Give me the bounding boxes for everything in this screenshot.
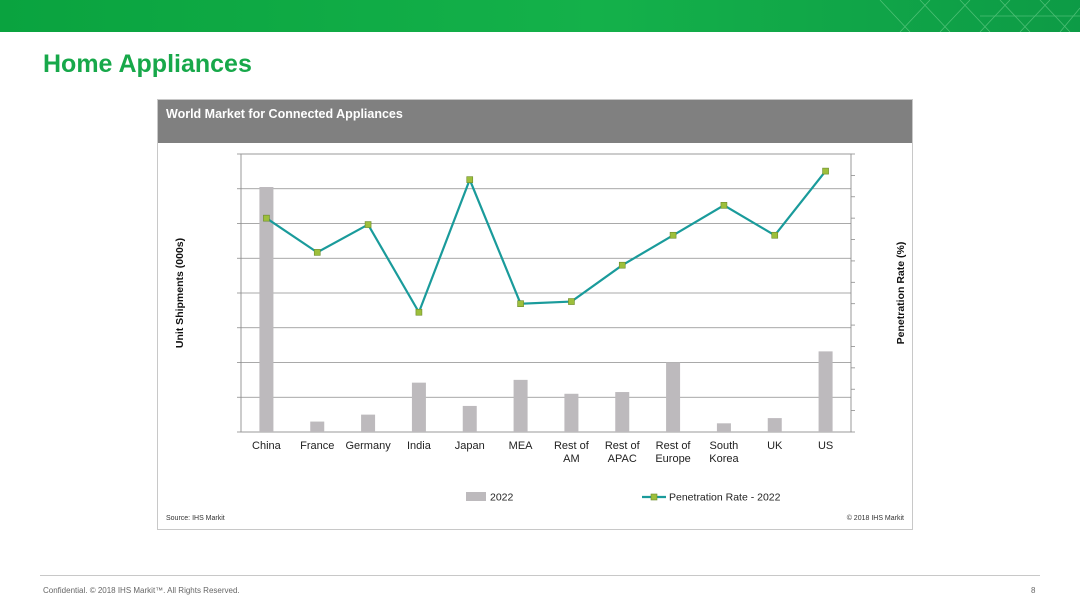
chart-panel: World Market for Connected Appliances Ch… [157, 99, 913, 530]
line-marker-south-korea [720, 202, 728, 209]
line-marker-germany [364, 221, 372, 228]
x-tick-label-line: Rest of [554, 440, 590, 452]
x-tick-label-line: Rest of [605, 440, 641, 452]
x-tick-label-line: Japan [455, 440, 485, 452]
chart-plot: China France Germany India Japan MEA Rest of AM… [174, 153, 907, 504]
x-tick-label: Rest of APAC [605, 440, 641, 465]
x-tick-label-line: AM [563, 453, 580, 465]
x-tick-label-line: US [818, 440, 833, 452]
x-tick-label-line: Germany [345, 440, 391, 452]
copyright-note: © 2018 IHS Markit [846, 515, 904, 522]
x-tick-label-line: Rest of [656, 440, 692, 452]
line-marker-india [415, 308, 423, 316]
decorative-hex-pattern [879, 0, 1080, 32]
bar-south-korea [716, 423, 731, 432]
x-tick-label: France [300, 440, 334, 452]
line-marker-rest-of-europe [669, 231, 677, 239]
x-tick-label-line: Korea [709, 453, 739, 465]
x-tick-label: South Korea [709, 440, 739, 465]
legend-label-line: Penetration Rate - 2022 [669, 492, 781, 504]
page-title: Home Appliances [43, 50, 252, 78]
line-marker-rest-of-apac [618, 261, 626, 269]
source-note: Source: IHS Markit [166, 515, 225, 522]
top-brand-band [0, 0, 1080, 32]
x-tick-label-line: UK [767, 440, 783, 452]
bar-rest-of-europe [666, 362, 681, 432]
line-marker-china [263, 214, 270, 222]
bar-japan [462, 405, 477, 432]
bar-us [818, 351, 833, 432]
legend-swatch-marker [650, 493, 658, 501]
penetration-rate-line [265, 170, 827, 315]
x-tick-label: US [818, 440, 833, 452]
x-tick-label-line: China [252, 440, 282, 452]
line-marker-france [313, 249, 321, 256]
x-tick-label: Rest of AM [554, 440, 590, 465]
footer-divider [40, 575, 1040, 576]
page-number: 8 [1031, 586, 1036, 595]
x-tick-label-line: Europe [655, 453, 690, 465]
chart-title: World Market for Connected Appliances [166, 107, 403, 121]
bar-rest-of-am [564, 393, 579, 432]
line-marker-rest-of-am [568, 298, 575, 305]
line-marker-mea [517, 300, 524, 307]
x-tick-label: Japan [455, 440, 485, 452]
legend-label-bars: 2022 [490, 492, 514, 504]
y-axis-title: Unit Shipments (000s) [174, 238, 186, 348]
x-tick-label-line: MEA [509, 440, 534, 452]
y2-axis-title: Penetration Rate (%) [895, 242, 907, 345]
x-tick-label-line: South [710, 440, 739, 452]
line-marker-japan [466, 176, 474, 183]
bar-mea [513, 379, 528, 432]
bar-germany [361, 414, 376, 432]
bar-rest-of-apac [615, 392, 630, 432]
bar-china [259, 187, 274, 432]
legend-swatch-bars [466, 492, 486, 501]
line-marker-uk [771, 231, 779, 239]
x-tick-label-line: France [300, 440, 334, 452]
bar-uk [767, 418, 782, 432]
line-marker-us [822, 167, 829, 175]
x-tick-label: MEA [509, 440, 534, 452]
x-tick-label: China [252, 440, 282, 452]
x-tick-label: Rest of Europe [655, 440, 691, 465]
x-tick-label: India [407, 440, 432, 452]
bar-india [411, 382, 426, 432]
x-tick-label-line: India [407, 440, 432, 452]
bar-france [310, 421, 325, 432]
x-tick-label: Germany [345, 440, 391, 452]
footer-copyright: Confidential. © 2018 IHS Markit™. All Ri… [43, 586, 240, 595]
x-tick-label: UK [767, 440, 783, 452]
chart-header: World Market for Connected Appliances [158, 100, 912, 143]
x-tick-label-line: APAC [608, 453, 637, 465]
